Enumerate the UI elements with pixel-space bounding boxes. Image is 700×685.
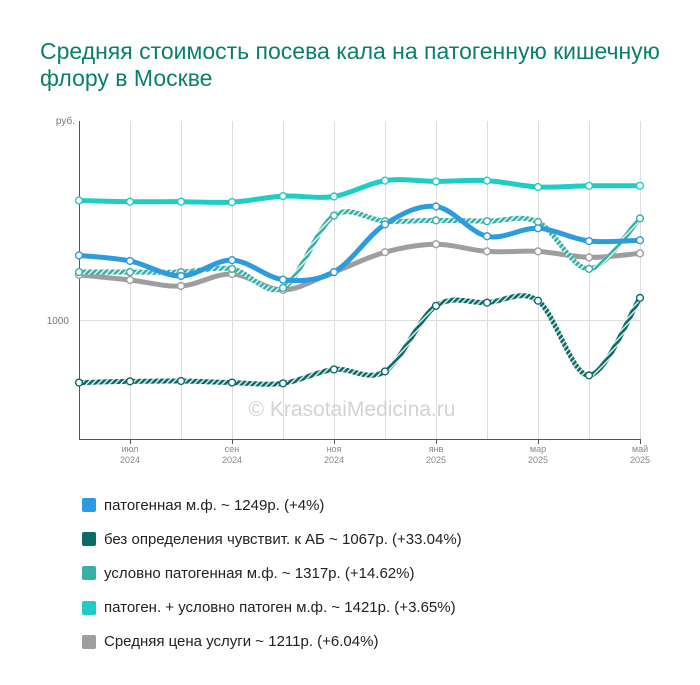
data-point [125, 267, 135, 277]
data-point [482, 247, 492, 256]
data-point [227, 378, 237, 387]
series-lines [76, 177, 643, 387]
data-point [125, 377, 135, 386]
x-tick-label-year: 2025 [528, 455, 548, 465]
x-tick-label-month: янв [429, 444, 444, 454]
data-point [635, 293, 645, 302]
legend-item: без определения чувствит. к АБ ~ 1067р. … [82, 522, 462, 556]
data-point [431, 240, 441, 249]
data-point [227, 264, 237, 273]
series-line [76, 241, 643, 293]
data-point [431, 177, 441, 186]
data-point [380, 176, 390, 185]
data-point [176, 281, 186, 291]
data-point [329, 267, 339, 277]
legend: патогенная м.ф. ~ 1249р. (+4%) без опреде… [82, 488, 462, 659]
series-line [76, 293, 643, 387]
data-point [380, 248, 390, 257]
x-tick-label-year: 2024 [324, 455, 344, 465]
x-tick-label-month: май [632, 444, 648, 454]
legend-item: условно патогенная м.ф. ~ 1317р. (+14.62… [82, 556, 462, 590]
x-tick-label-month: июл [122, 444, 139, 454]
data-point [125, 275, 135, 285]
grid-lines [79, 121, 641, 439]
data-point [278, 283, 288, 293]
data-point [431, 216, 441, 225]
data-point [431, 301, 441, 310]
data-point [176, 376, 186, 386]
data-point [584, 371, 594, 380]
legend-swatch [82, 634, 96, 649]
data-point [227, 256, 237, 265]
data-point [329, 211, 339, 220]
data-point [533, 182, 543, 192]
data-point [176, 271, 186, 281]
data-point [74, 196, 84, 205]
data-point [125, 256, 135, 266]
data-point [533, 247, 543, 256]
data-point [482, 176, 492, 185]
data-point [584, 236, 594, 246]
legend-swatch [82, 532, 96, 547]
legend-label: патоген. + условно патоген м.ф. ~ 1421р.… [104, 599, 456, 617]
data-point [176, 197, 186, 206]
legend-swatch [82, 566, 96, 581]
data-point [329, 192, 339, 201]
data-point [125, 197, 135, 206]
y-tick-label: 1000 [47, 316, 70, 327]
legend-item: патоген. + условно патоген м.ф. ~ 1421р.… [82, 591, 462, 625]
legend-label: условно патогенная м.ф. ~ 1317р. (+14.62… [104, 564, 415, 582]
x-tick-label-month: мар [530, 444, 546, 454]
data-point [584, 253, 594, 262]
chart-title: Средняя стоимость посева кала на патоген… [40, 38, 660, 91]
data-point [278, 275, 288, 284]
data-point [635, 236, 645, 245]
x-tick-label-year: 2024 [120, 455, 140, 465]
data-point [635, 249, 645, 258]
watermark: © KrasotaiMedicina.ru [249, 398, 456, 421]
data-point [635, 181, 645, 190]
data-point [533, 224, 543, 233]
data-point [533, 296, 543, 305]
data-point [380, 367, 390, 376]
legend-swatch [82, 498, 96, 513]
data-point [584, 181, 594, 190]
data-point [278, 192, 288, 201]
data-point [431, 202, 441, 211]
y-axis-label: руб. [56, 115, 75, 127]
data-point [227, 197, 237, 207]
data-point [74, 267, 84, 277]
series-line [76, 203, 643, 284]
x-tick-label-year: 2025 [426, 455, 446, 465]
legend-item: Средняя цена услуги ~ 1211р. (+6.04%) [82, 625, 462, 659]
series-points [74, 176, 645, 388]
data-point [584, 264, 594, 273]
data-point [482, 232, 492, 241]
legend-item: патогенная м.ф. ~ 1249р. (+4%) [82, 488, 462, 522]
x-tick-label-month: ноя [327, 444, 342, 454]
legend-swatch [82, 600, 96, 615]
data-point [380, 220, 390, 229]
x-tick-label-month: сен [225, 444, 240, 454]
legend-label: патогенная м.ф. ~ 1249р. (+4%) [104, 496, 325, 514]
data-point [74, 251, 84, 260]
data-point [74, 378, 84, 387]
data-point [482, 217, 492, 226]
data-point [482, 298, 492, 307]
legend-label: без определения чувствит. к АБ ~ 1067р. … [104, 530, 462, 548]
x-tick-label-year: 2025 [630, 455, 650, 465]
data-point [635, 214, 645, 223]
x-tick-label-year: 2024 [222, 455, 242, 465]
data-point [278, 379, 288, 388]
data-point [329, 365, 339, 374]
legend-label: Средняя цена услуги ~ 1211р. (+6.04%) [104, 633, 379, 651]
series-line [76, 177, 643, 205]
